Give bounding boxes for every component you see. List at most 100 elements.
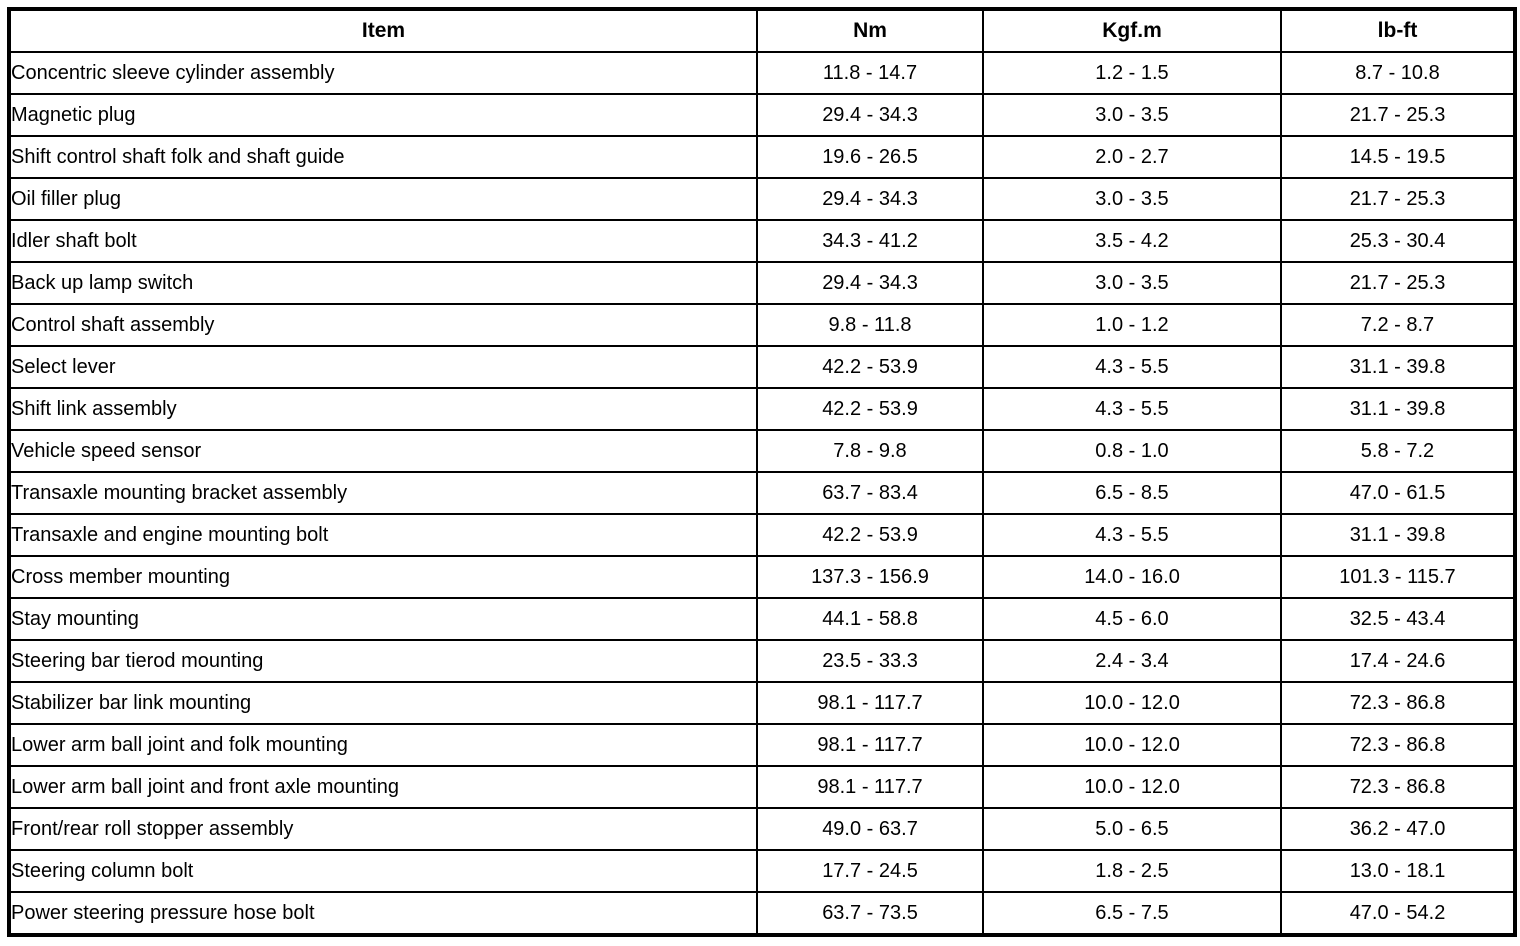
nm-cell: 29.4 - 34.3	[756, 177, 984, 221]
lbft-cell: 32.5 - 43.4	[1280, 597, 1516, 641]
lbft-cell: 21.7 - 25.3	[1280, 93, 1516, 137]
lbft-cell: 47.0 - 61.5	[1280, 471, 1516, 515]
kgfm-cell: 10.0 - 12.0	[982, 723, 1282, 767]
item-cell: Idler shaft bolt	[8, 219, 758, 263]
header-row: Item Nm Kgf.m lb-ft	[8, 8, 1516, 53]
lbft-cell: 5.8 - 7.2	[1280, 429, 1516, 473]
column-header-item: Item	[8, 8, 758, 53]
table-row: Stabilizer bar link mounting 98.1 - 117.…	[8, 681, 1516, 725]
lbft-cell: 31.1 - 39.8	[1280, 387, 1516, 431]
nm-cell: 34.3 - 41.2	[756, 219, 984, 263]
kgfm-cell: 4.5 - 6.0	[982, 597, 1282, 641]
column-header-lbft: lb-ft	[1280, 8, 1516, 53]
kgfm-cell: 3.0 - 3.5	[982, 93, 1282, 137]
kgfm-cell: 4.3 - 5.5	[982, 387, 1282, 431]
nm-cell: 19.6 - 26.5	[756, 135, 984, 179]
item-cell: Steering column bolt	[8, 849, 758, 893]
lbft-cell: 31.1 - 39.8	[1280, 345, 1516, 389]
column-header-nm: Nm	[756, 8, 984, 53]
table-row: Lower arm ball joint and folk mounting 9…	[8, 723, 1516, 767]
nm-cell: 42.2 - 53.9	[756, 345, 984, 389]
item-cell: Shift control shaft folk and shaft guide	[8, 135, 758, 179]
item-cell: Oil filler plug	[8, 177, 758, 221]
table-row: Steering column bolt 17.7 - 24.5 1.8 - 2…	[8, 849, 1516, 893]
item-cell: Vehicle speed sensor	[8, 429, 758, 473]
nm-cell: 63.7 - 83.4	[756, 471, 984, 515]
lbft-cell: 72.3 - 86.8	[1280, 681, 1516, 725]
lbft-cell: 101.3 - 115.7	[1280, 555, 1516, 599]
item-cell: Back up lamp switch	[8, 261, 758, 305]
kgfm-cell: 2.0 - 2.7	[982, 135, 1282, 179]
nm-cell: 42.2 - 53.9	[756, 513, 984, 557]
table-row: Stay mounting 44.1 - 58.8 4.5 - 6.0 32.5…	[8, 597, 1516, 641]
table-row: Back up lamp switch 29.4 - 34.3 3.0 - 3.…	[8, 261, 1516, 305]
item-cell: Steering bar tierod mounting	[8, 639, 758, 683]
table-row: Front/rear roll stopper assembly 49.0 - …	[8, 807, 1516, 851]
nm-cell: 29.4 - 34.3	[756, 261, 984, 305]
item-cell: Control shaft assembly	[8, 303, 758, 347]
kgfm-cell: 2.4 - 3.4	[982, 639, 1282, 683]
kgfm-cell: 10.0 - 12.0	[982, 765, 1282, 809]
table-row: Concentric sleeve cylinder assembly 11.8…	[8, 51, 1516, 95]
kgfm-cell: 10.0 - 12.0	[982, 681, 1282, 725]
lbft-cell: 36.2 - 47.0	[1280, 807, 1516, 851]
lbft-cell: 72.3 - 86.8	[1280, 765, 1516, 809]
table-row: Control shaft assembly 9.8 - 11.8 1.0 - …	[8, 303, 1516, 347]
lbft-cell: 47.0 - 54.2	[1280, 891, 1516, 936]
item-cell: Lower arm ball joint and front axle moun…	[8, 765, 758, 809]
table-row: Power steering pressure hose bolt 63.7 -…	[8, 891, 1516, 936]
item-cell: Stay mounting	[8, 597, 758, 641]
nm-cell: 23.5 - 33.3	[756, 639, 984, 683]
item-cell: Transaxle mounting bracket assembly	[8, 471, 758, 515]
nm-cell: 11.8 - 14.7	[756, 51, 984, 95]
nm-cell: 49.0 - 63.7	[756, 807, 984, 851]
table-row: Transaxle mounting bracket assembly 63.7…	[8, 471, 1516, 515]
nm-cell: 9.8 - 11.8	[756, 303, 984, 347]
lbft-cell: 21.7 - 25.3	[1280, 177, 1516, 221]
table-row: Shift link assembly 42.2 - 53.9 4.3 - 5.…	[8, 387, 1516, 431]
kgfm-cell: 5.0 - 6.5	[982, 807, 1282, 851]
kgfm-cell: 1.2 - 1.5	[982, 51, 1282, 95]
kgfm-cell: 3.0 - 3.5	[982, 177, 1282, 221]
item-cell: Magnetic plug	[8, 93, 758, 137]
table-row: Select lever 42.2 - 53.9 4.3 - 5.5 31.1 …	[8, 345, 1516, 389]
nm-cell: 137.3 - 156.9	[756, 555, 984, 599]
table-row: Transaxle and engine mounting bolt 42.2 …	[8, 513, 1516, 557]
kgfm-cell: 1.8 - 2.5	[982, 849, 1282, 893]
table-row: Vehicle speed sensor 7.8 - 9.8 0.8 - 1.0…	[8, 429, 1516, 473]
nm-cell: 17.7 - 24.5	[756, 849, 984, 893]
kgfm-cell: 3.0 - 3.5	[982, 261, 1282, 305]
nm-cell: 98.1 - 117.7	[756, 681, 984, 725]
table-row: Idler shaft bolt 34.3 - 41.2 3.5 - 4.2 2…	[8, 219, 1516, 263]
kgfm-cell: 0.8 - 1.0	[982, 429, 1282, 473]
item-cell: Concentric sleeve cylinder assembly	[8, 51, 758, 95]
item-cell: Lower arm ball joint and folk mounting	[8, 723, 758, 767]
kgfm-cell: 4.3 - 5.5	[982, 345, 1282, 389]
kgfm-cell: 1.0 - 1.2	[982, 303, 1282, 347]
nm-cell: 7.8 - 9.8	[756, 429, 984, 473]
item-cell: Power steering pressure hose bolt	[8, 891, 758, 936]
kgfm-cell: 6.5 - 7.5	[982, 891, 1282, 936]
torque-spec-table: Item Nm Kgf.m lb-ft Concentric sleeve cy…	[7, 7, 1517, 937]
lbft-cell: 25.3 - 30.4	[1280, 219, 1516, 263]
kgfm-cell: 14.0 - 16.0	[982, 555, 1282, 599]
table-row: Shift control shaft folk and shaft guide…	[8, 135, 1516, 179]
nm-cell: 98.1 - 117.7	[756, 723, 984, 767]
nm-cell: 29.4 - 34.3	[756, 93, 984, 137]
column-header-kgfm: Kgf.m	[982, 8, 1282, 53]
table-row: Cross member mounting 137.3 - 156.9 14.0…	[8, 555, 1516, 599]
lbft-cell: 7.2 - 8.7	[1280, 303, 1516, 347]
item-cell: Cross member mounting	[8, 555, 758, 599]
kgfm-cell: 6.5 - 8.5	[982, 471, 1282, 515]
item-cell: Front/rear roll stopper assembly	[8, 807, 758, 851]
lbft-cell: 17.4 - 24.6	[1280, 639, 1516, 683]
item-cell: Transaxle and engine mounting bolt	[8, 513, 758, 557]
table-row: Oil filler plug 29.4 - 34.3 3.0 - 3.5 21…	[8, 177, 1516, 221]
lbft-cell: 31.1 - 39.8	[1280, 513, 1516, 557]
table-row: Lower arm ball joint and front axle moun…	[8, 765, 1516, 809]
table-row: Magnetic plug 29.4 - 34.3 3.0 - 3.5 21.7…	[8, 93, 1516, 137]
table-row: Steering bar tierod mounting 23.5 - 33.3…	[8, 639, 1516, 683]
item-cell: Shift link assembly	[8, 387, 758, 431]
item-cell: Select lever	[8, 345, 758, 389]
